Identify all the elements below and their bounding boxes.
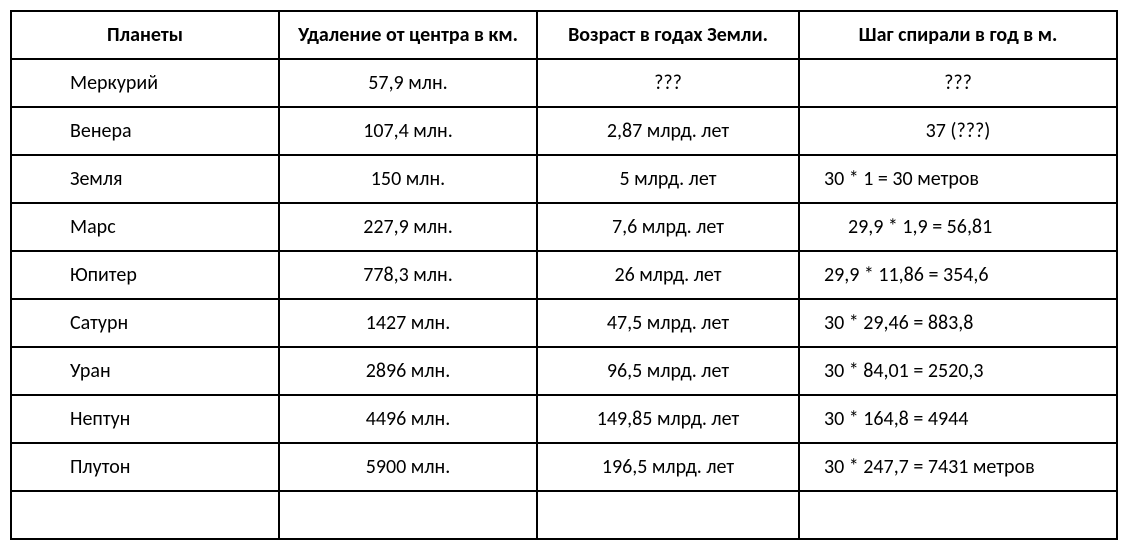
planets-table: Планеты Удаление от центра в км. Возраст… bbox=[10, 10, 1118, 540]
cell-distance bbox=[279, 491, 537, 539]
cell-distance: 1427 млн. bbox=[279, 299, 537, 347]
cell-distance: 778,3 млн. bbox=[279, 251, 537, 299]
table-row: Меркурий 57,9 млн. ??? ??? bbox=[11, 59, 1117, 107]
cell-distance: 150 млн. bbox=[279, 155, 537, 203]
col-header-spiral: Шаг спирали в год в м. bbox=[799, 11, 1117, 59]
cell-spiral: 30 * 84,01 = 2520,3 bbox=[799, 347, 1117, 395]
cell-planet: Марс bbox=[11, 203, 279, 251]
cell-distance: 5900 млн. bbox=[279, 443, 537, 491]
col-header-distance: Удаление от центра в км. bbox=[279, 11, 537, 59]
cell-planet: Меркурий bbox=[11, 59, 279, 107]
cell-spiral: ??? bbox=[799, 59, 1117, 107]
table-row: Венера 107,4 млн. 2,87 млрд. лет 37 (???… bbox=[11, 107, 1117, 155]
cell-age: 7,6 млрд. лет bbox=[537, 203, 799, 251]
cell-spiral: 37 (???) bbox=[799, 107, 1117, 155]
cell-planet: Нептун bbox=[11, 395, 279, 443]
cell-spiral: 30 * 164,8 = 4944 bbox=[799, 395, 1117, 443]
cell-spiral: 30 * 29,46 = 883,8 bbox=[799, 299, 1117, 347]
cell-age: 26 млрд. лет bbox=[537, 251, 799, 299]
cell-age: 196,5 млрд. лет bbox=[537, 443, 799, 491]
cell-spiral bbox=[799, 491, 1117, 539]
cell-age: 47,5 млрд. лет bbox=[537, 299, 799, 347]
cell-planet: Плутон bbox=[11, 443, 279, 491]
table-row: Нептун 4496 млн. 149,85 млрд. лет 30 * 1… bbox=[11, 395, 1117, 443]
table-header-row: Планеты Удаление от центра в км. Возраст… bbox=[11, 11, 1117, 59]
table-row bbox=[11, 491, 1117, 539]
cell-age: 96,5 млрд. лет bbox=[537, 347, 799, 395]
cell-planet: Венера bbox=[11, 107, 279, 155]
cell-distance: 2896 млн. bbox=[279, 347, 537, 395]
table-row: Земля 150 млн. 5 млрд. лет 30 * 1 = 30 м… bbox=[11, 155, 1117, 203]
cell-planet: Земля bbox=[11, 155, 279, 203]
cell-spiral: 30 * 247,7 = 7431 метров bbox=[799, 443, 1117, 491]
cell-spiral: 29,9 * 1,9 = 56,81 bbox=[799, 203, 1117, 251]
cell-planet: Уран bbox=[11, 347, 279, 395]
cell-age: ??? bbox=[537, 59, 799, 107]
table-row: Плутон 5900 млн. 196,5 млрд. лет 30 * 24… bbox=[11, 443, 1117, 491]
table-row: Юпитер 778,3 млн. 26 млрд. лет 29,9 * 11… bbox=[11, 251, 1117, 299]
cell-spiral: 29,9 * 11,86 = 354,6 bbox=[799, 251, 1117, 299]
cell-age: 149,85 млрд. лет bbox=[537, 395, 799, 443]
cell-distance: 107,4 млн. bbox=[279, 107, 537, 155]
table-row: Марс 227,9 млн. 7,6 млрд. лет 29,9 * 1,9… bbox=[11, 203, 1117, 251]
cell-distance: 227,9 млн. bbox=[279, 203, 537, 251]
cell-age bbox=[537, 491, 799, 539]
cell-distance: 57,9 млн. bbox=[279, 59, 537, 107]
table-row: Сатурн 1427 млн. 47,5 млрд. лет 30 * 29,… bbox=[11, 299, 1117, 347]
cell-planet bbox=[11, 491, 279, 539]
cell-spiral: 30 * 1 = 30 метров bbox=[799, 155, 1117, 203]
table-row: Уран 2896 млн. 96,5 млрд. лет 30 * 84,01… bbox=[11, 347, 1117, 395]
cell-age: 5 млрд. лет bbox=[537, 155, 799, 203]
col-header-age: Возраст в годах Земли. bbox=[537, 11, 799, 59]
cell-age: 2,87 млрд. лет bbox=[537, 107, 799, 155]
col-header-planet: Планеты bbox=[11, 11, 279, 59]
cell-distance: 4496 млн. bbox=[279, 395, 537, 443]
cell-planet: Юпитер bbox=[11, 251, 279, 299]
cell-planet: Сатурн bbox=[11, 299, 279, 347]
